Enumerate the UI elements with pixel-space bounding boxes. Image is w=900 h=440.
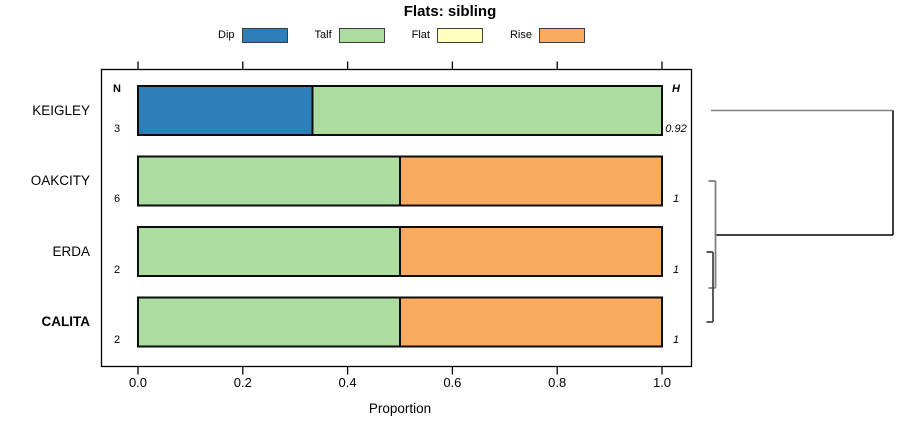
legend-label: Flat [411, 29, 430, 41]
bar-segment [137, 155, 401, 207]
chart-title: Flats: sibling [403, 3, 497, 20]
n-value: 2 [113, 263, 121, 276]
bar-segment [137, 226, 401, 277]
legend-swatch [241, 27, 288, 43]
category-label: CALITA [41, 314, 91, 329]
x-tick-label: 0.0 [128, 375, 148, 390]
legend-item: Talf [315, 27, 385, 43]
legend-swatch [338, 27, 385, 43]
h-value: 1 [672, 193, 680, 205]
legend-swatch [539, 27, 585, 43]
h-value: 0.92 [665, 122, 687, 135]
legend-item: Dip [218, 27, 288, 43]
n-value: 2 [113, 334, 121, 346]
bar-segment [399, 226, 663, 277]
bar-segment [311, 85, 663, 136]
bar-segment [137, 296, 401, 348]
h-value: 1 [672, 263, 680, 276]
n-value: 6 [113, 193, 121, 205]
category-label: ERDA [52, 243, 90, 259]
x-tick-label: 0.2 [233, 375, 252, 390]
x-tick-label: 0.6 [443, 375, 462, 390]
x-tick-label: 1.0 [652, 375, 672, 390]
x-tick-label: 0.4 [338, 375, 357, 390]
x-tick-label: 0.8 [548, 375, 567, 390]
legend-label: Rise [509, 29, 532, 41]
bar-segment [399, 296, 663, 348]
category-label: OAKCITY [30, 173, 90, 188]
bar-segment [137, 85, 314, 136]
legend-label: Talf [314, 29, 332, 41]
h-column-header: H [672, 83, 680, 95]
x-axis-title: Proportion [368, 401, 432, 416]
plot-frame [100, 68, 693, 368]
category-label: KEIGLEY [32, 102, 90, 118]
n-value: 3 [113, 122, 121, 135]
legend-swatch [436, 27, 483, 43]
legend-item: Flat [412, 27, 483, 43]
n-column-header: N [113, 83, 121, 95]
h-value: 1 [672, 334, 680, 346]
bar-segment [399, 155, 663, 207]
legend-label: Dip [218, 29, 235, 41]
legend-item: Rise [510, 27, 585, 43]
legend: Dip Talf Flat Rise [218, 27, 612, 43]
